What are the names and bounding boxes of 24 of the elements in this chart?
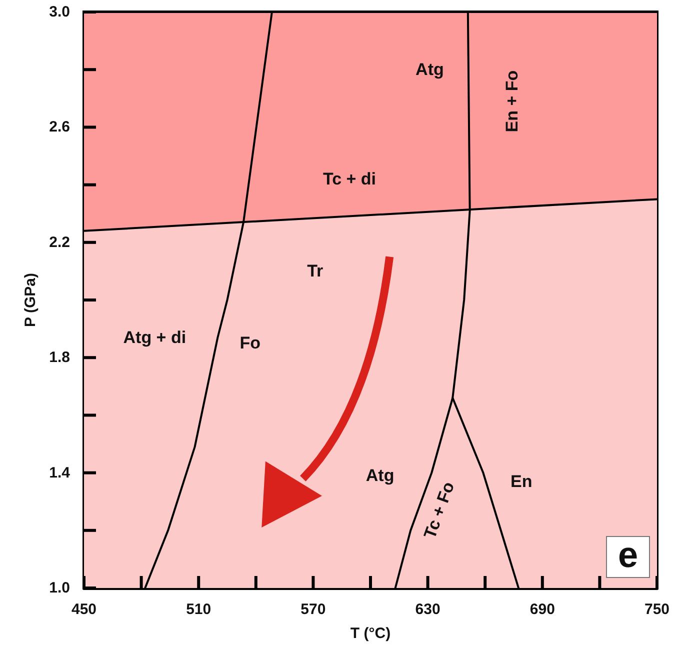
annotation: Atg + di bbox=[123, 328, 186, 347]
annotation: e bbox=[606, 534, 650, 578]
x-tick-label: 630 bbox=[415, 601, 440, 618]
annotation: Fo bbox=[240, 334, 261, 353]
y-tick-label: 1.0 bbox=[49, 580, 70, 596]
x-tick-label: 450 bbox=[71, 601, 97, 618]
annotation: Tc + di bbox=[322, 170, 376, 189]
annotation: Atg bbox=[416, 60, 444, 80]
annotation: Atg bbox=[366, 466, 394, 486]
x-axis-title: T (°C) bbox=[350, 625, 391, 642]
y-tick-label: 1.8 bbox=[49, 349, 70, 366]
y-tick-label: 2.6 bbox=[49, 118, 70, 136]
annotation: En bbox=[510, 472, 532, 491]
y-tick-label: 3.0 bbox=[49, 4, 70, 20]
annotation: En + Fo bbox=[502, 70, 522, 132]
y-tick-label: 1.4 bbox=[49, 464, 71, 482]
x-tick-label: 570 bbox=[300, 601, 326, 618]
y-tick-label: 2.2 bbox=[49, 234, 70, 251]
annotation: Tc + Fo bbox=[420, 479, 458, 542]
x-tick-label: 510 bbox=[186, 601, 212, 618]
x-tick-label: 750 bbox=[644, 601, 670, 618]
x-tick-label: 690 bbox=[530, 601, 555, 618]
y-axis-title: P (GPa) bbox=[22, 273, 40, 327]
annotation: Tr bbox=[307, 262, 324, 281]
